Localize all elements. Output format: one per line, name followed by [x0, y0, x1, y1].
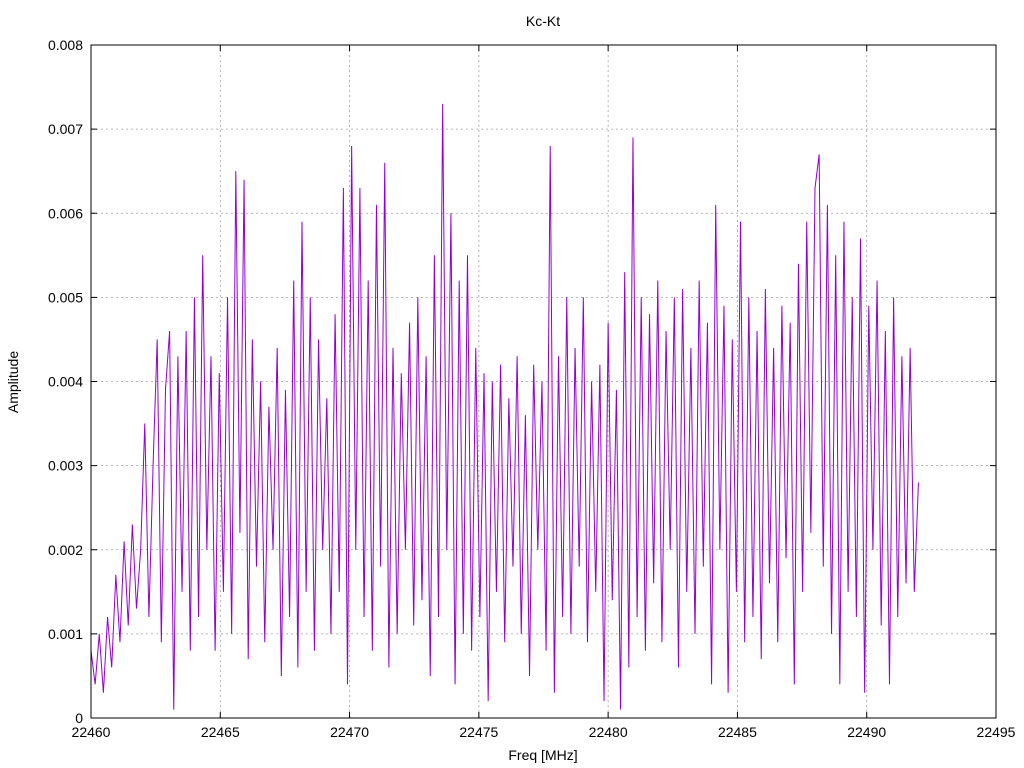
x-tick-label: 22485 [718, 724, 757, 740]
x-tick-label: 22495 [977, 724, 1016, 740]
x-tick-label: 22465 [201, 724, 240, 740]
y-tick-label: 0 [75, 710, 83, 726]
y-tick-label: 0.004 [48, 374, 83, 390]
x-tick-label: 22470 [330, 724, 369, 740]
y-axis-label: Amplitude [5, 351, 21, 413]
series-line-kc-kt [90, 103, 919, 710]
x-tick-label: 22480 [589, 724, 628, 740]
ticks: 22460 22465 22470 22475 22480 22485 22490 22495… [48, 37, 1016, 740]
y-tick-label: 0.002 [48, 542, 83, 558]
y-tick-label: 0.006 [48, 205, 83, 221]
y-tick-label: 0.003 [48, 458, 83, 474]
y-tick-label: 0.005 [48, 289, 83, 305]
x-tick-label: 22475 [459, 724, 498, 740]
plot-border [90, 44, 997, 719]
y-tick-label: 0.007 [48, 121, 83, 137]
grid [91, 45, 996, 718]
x-tick-label: 22460 [72, 724, 111, 740]
y-tick-label: 0.001 [48, 626, 83, 642]
x-tick-label: 22490 [847, 724, 886, 740]
y-tick-label: 0.008 [48, 37, 83, 53]
chart-title: Kc-Kt [526, 13, 560, 29]
x-axis-label: Freq [MHz] [508, 747, 577, 763]
